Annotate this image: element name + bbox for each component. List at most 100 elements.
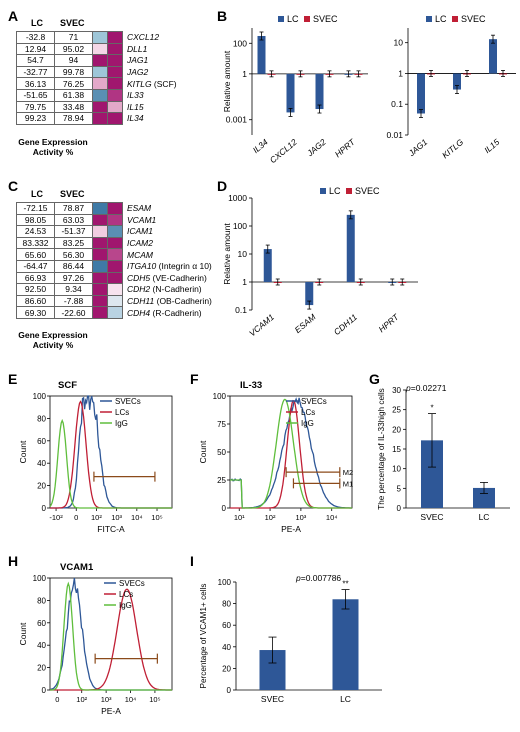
panel-label-b: B	[217, 8, 228, 24]
gene-label: KITLG (SCF)	[123, 78, 180, 90]
lc-heat-cell	[92, 112, 108, 125]
bar-lc	[263, 249, 272, 282]
lc-heat-cell	[92, 259, 108, 273]
gene-label: ICAM2	[123, 237, 215, 249]
svec-value: 71	[54, 31, 93, 44]
lc-value: 79.75	[16, 100, 55, 114]
gene-label: CDH11 (OB-Cadherin)	[123, 295, 215, 307]
x-tick-label: 10¹	[234, 513, 245, 522]
category-label: HPRT	[376, 311, 401, 334]
svec-heat-cell	[107, 259, 123, 273]
y-axis-label: Percentage of VCAM1+ cells	[199, 584, 208, 689]
lc-heat-cell	[92, 54, 108, 67]
lc-heat-cell	[92, 236, 108, 250]
gene-name: IL15	[127, 101, 144, 112]
svec-value: 94	[54, 54, 93, 67]
category-label: CXCL12	[268, 137, 299, 165]
lc-value: 86.60	[16, 294, 55, 308]
y-tick-label: 60	[37, 437, 46, 446]
bar-lc	[257, 35, 266, 74]
chart-title: IL-33	[240, 380, 262, 391]
legend-label: IgG	[115, 419, 128, 428]
y-tick-label: 10	[238, 249, 248, 259]
lc-value: -72.15	[16, 202, 55, 215]
y-axis-label: Count	[18, 440, 28, 463]
y-tick-label: 80	[222, 600, 231, 609]
y-axis-label: The percentage of IL-33high cells	[377, 388, 386, 510]
heatmap-row: -32.8 71 CXCL12	[16, 31, 180, 44]
y-tick-label: 0.1	[235, 305, 247, 315]
lc-value: 92.50	[16, 283, 55, 296]
lc-heat-cell	[92, 42, 108, 56]
heatmap-row: 86.60 -7.88 CDH11 (OB-Cadherin)	[16, 294, 215, 308]
y-tick-label: 0	[42, 504, 47, 513]
y-tick-label: 25	[217, 476, 226, 485]
y-tick-label: 0.01	[386, 130, 403, 140]
x-tick-label: 10²	[265, 513, 276, 522]
heatmap-c-col-svec: SVEC	[60, 189, 85, 199]
gene-name: ITGA10	[127, 261, 157, 272]
svec-value: 86.44	[54, 259, 93, 273]
heatmap-row: 54.7 94 JAG1	[16, 54, 180, 67]
curve-lcs	[50, 400, 172, 509]
svec-heat-cell	[107, 77, 123, 90]
heatmap-row: -51.65 61.38 IL33	[16, 88, 180, 102]
gene-name: IL33	[127, 90, 144, 101]
category-label: IL34	[251, 137, 270, 155]
heatmap-row: 83.332 83.25 ICAM2	[16, 236, 215, 250]
bar-lc	[315, 73, 324, 110]
gene-label: VCAM1	[123, 214, 215, 226]
y-tick-label: 50	[217, 448, 226, 457]
lc-heat-cell	[92, 271, 108, 285]
y-tick-label: 75	[217, 420, 226, 429]
bar	[473, 487, 495, 508]
svec-heat-cell	[107, 306, 123, 319]
bar	[421, 440, 443, 508]
lc-heat-cell	[92, 213, 108, 227]
svec-heat-cell	[107, 271, 123, 285]
chart-h-histogram: VCAM1 0 20 40 60 80 100 0 10² 10³ 10⁴ 10⁵ PE-A Count S…	[18, 562, 173, 716]
gene-label: IL34	[123, 113, 180, 125]
heatmap-row: -64.47 86.44 ITGA10 (Integrin α 10)	[16, 259, 215, 273]
heatmap-row: 92.50 9.34 CDH2 (N-Cadherin)	[16, 283, 215, 296]
x-tick-label: 10²	[91, 513, 102, 522]
lc-value: -64.47	[16, 259, 55, 273]
category-label: VCAM1	[247, 312, 276, 339]
x-tick-label: 10⁴	[131, 513, 143, 522]
legend-swatch-svec	[452, 16, 458, 22]
gate-label: M2	[343, 468, 353, 477]
lc-value: 99.23	[16, 112, 55, 125]
legend-label-svec: SVEC	[461, 14, 486, 24]
svec-heat-cell	[107, 112, 123, 125]
svec-heat-cell	[107, 294, 123, 308]
panel-label-h: H	[8, 553, 19, 569]
legend-swatch-lc	[426, 16, 432, 22]
y-tick-label: 40	[37, 459, 46, 468]
svec-value: 78.94	[54, 112, 93, 125]
y-tick-label: 5	[397, 484, 402, 493]
svec-heat-cell	[107, 54, 123, 67]
legend-label: IgG	[301, 419, 314, 428]
heatmap-a-col-lc: LC	[31, 18, 43, 28]
category-label: IL15	[482, 137, 501, 155]
svec-heat-cell	[107, 236, 123, 250]
gene-label: JAG2	[123, 66, 180, 78]
lc-heat-cell	[92, 283, 108, 296]
lc-heat-cell	[92, 31, 108, 44]
svec-value: 83.25	[54, 236, 93, 250]
y-tick-label: 40	[222, 643, 231, 652]
svec-value: 56.30	[54, 248, 93, 261]
y-tick-label: 1000	[228, 193, 247, 203]
heatmap-row: 24.53 -51.37 ICAM1	[16, 225, 215, 238]
gene-name: CDH2	[127, 284, 151, 295]
x-tick-label: 0	[55, 695, 59, 704]
chart-i-bar: 0 20 40 60 80 100 SVEC LC **p=0.007786 Percentage…	[199, 573, 382, 704]
y-tick-label: 1	[242, 277, 247, 287]
y-tick-label: 15	[392, 445, 401, 454]
gene-name: ESAM	[127, 203, 152, 214]
x-tick-label: 10⁴	[125, 695, 137, 704]
svec-value: 61.38	[54, 88, 93, 102]
gene-name: JAG1	[127, 55, 149, 66]
gene-label: CDH4 (R-Cadherin)	[123, 307, 215, 319]
